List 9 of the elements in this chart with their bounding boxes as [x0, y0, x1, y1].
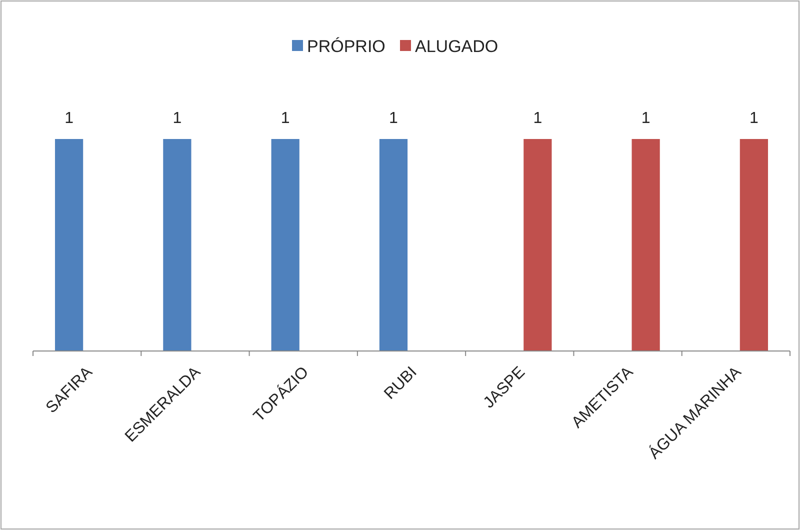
- data-label: 1: [172, 110, 182, 127]
- data-label: 1: [389, 110, 398, 127]
- data-label: 1: [750, 110, 758, 127]
- legend-label: ALUGADO: [415, 37, 498, 56]
- data-label: 1: [533, 110, 542, 127]
- legend-label: PRÓPRIO: [307, 37, 386, 56]
- data-label: 1: [64, 110, 74, 127]
- data-label: 1: [641, 110, 650, 127]
- data-label: 1: [280, 110, 290, 127]
